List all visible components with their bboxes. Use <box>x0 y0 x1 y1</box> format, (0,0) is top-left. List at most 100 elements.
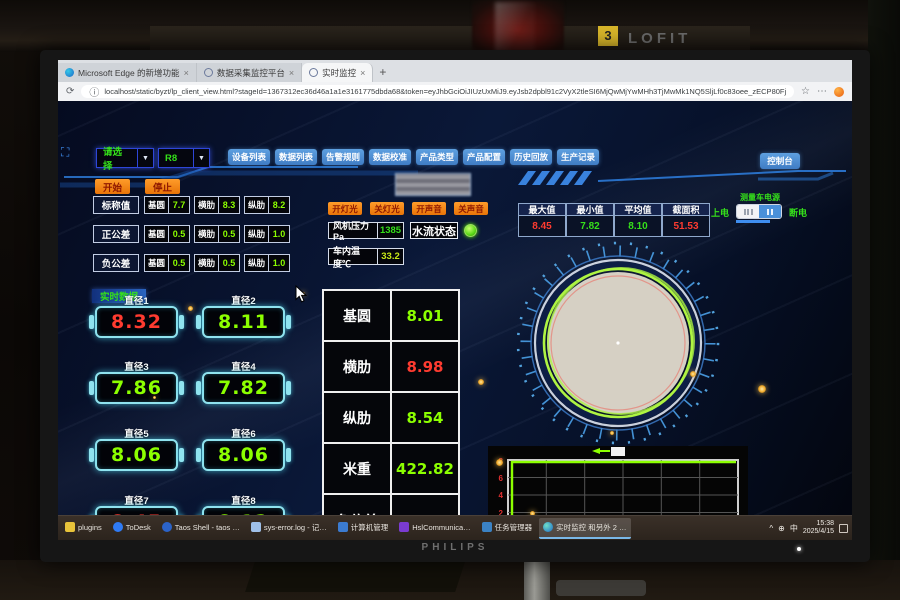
redacted-company-name <box>395 173 471 196</box>
stage-select[interactable]: 请选择 ▼ <box>96 147 154 172</box>
spark <box>758 385 766 393</box>
realtime-data-title: 实时数据 <box>92 289 147 303</box>
tray-clock[interactable]: 15:38 2025/4/15 <box>802 520 834 535</box>
profile-avatar[interactable] <box>834 86 844 97</box>
power-off-label: 断电 <box>789 208 808 218</box>
nav-history-playback-button[interactable]: 历史回放 <box>510 149 552 165</box>
tab-realtime-monitor[interactable]: 实时监控 × <box>302 63 374 82</box>
fullscreen-icon[interactable]: ⛶ <box>61 145 70 159</box>
gauge-display: 8.11 <box>202 306 285 338</box>
neg-tolerance-label: 负公差 <box>93 254 139 272</box>
spark <box>301 292 305 296</box>
fan-pressure: 风机压力Pa 1385 <box>328 221 404 242</box>
globe-favicon <box>203 68 213 77</box>
power-toggle[interactable] <box>736 204 782 219</box>
spark <box>496 459 503 466</box>
power-on-label: 上电 <box>711 208 730 218</box>
table-row: 基圆 8.01 <box>324 291 458 342</box>
water-flow-led <box>464 224 477 237</box>
table-row: 横肋 8.98 <box>324 342 458 393</box>
nav-product-config-button[interactable]: 产品配置 <box>463 149 505 165</box>
cabin-temperature: 车内温度℃ 33.2 <box>328 246 404 269</box>
taskbar-item-plugins[interactable]: plugins <box>61 518 106 539</box>
computer-management-icon <box>337 522 348 532</box>
notification-center-icon[interactable] <box>839 523 848 533</box>
table-row: 米重 422.82 <box>324 444 458 495</box>
nav-device-list-button[interactable]: 设备列表 <box>228 149 270 165</box>
reload-icon[interactable]: ⟳ <box>66 86 75 97</box>
tab-data-platform[interactable]: 数据采集监控平台 × <box>196 63 303 82</box>
nav-product-type-button[interactable]: 产品类型 <box>416 149 458 165</box>
gauge-diameter-8: 直径8 8.12 <box>202 493 285 515</box>
url-text: localhost/static/byzt/lp_client_view.htm… <box>104 87 787 96</box>
taskbar-item-hslcommunication[interactable]: HslCommunica… <box>395 518 474 539</box>
stand-foot <box>556 580 646 596</box>
system-tray: ^ ⊕ 中 15:38 2025/4/15 <box>769 520 852 536</box>
nav-data-list-button[interactable]: 数据列表 <box>275 149 317 165</box>
nominal-base: 基圆 7.7 <box>144 196 190 214</box>
gauge-diameter-7: 直径7 8.45 <box>95 493 178 515</box>
stop-button[interactable]: 停止 <box>145 179 180 194</box>
monitor-power-led <box>797 547 801 551</box>
tray-caret-icon[interactable]: ^ <box>769 523 774 533</box>
taskbar-item-taos-shell[interactable]: Taos Shell - taos … <box>158 518 244 539</box>
tab-close-icon[interactable]: × <box>360 67 366 78</box>
sound-off-button[interactable]: 关声音 <box>454 202 488 215</box>
browser-url-bar: ⟳ ⓘ localhost/static/byzt/lp_client_view… <box>58 82 852 101</box>
spark <box>610 431 614 435</box>
nominal-transverse: 横肋 8.3 <box>194 196 240 214</box>
taskbar-item-sys-error-log[interactable]: sys-error.log - 记… <box>247 518 331 539</box>
windows-taskbar: plugins ToDesk Taos Shell - taos … sys-e… <box>58 515 852 540</box>
address-field[interactable]: ⓘ localhost/static/byzt/lp_client_view.h… <box>81 85 795 98</box>
edge-icon <box>543 522 554 532</box>
site-info-icon[interactable]: ⓘ <box>89 88 100 98</box>
taskbar-item-todesk[interactable]: ToDesk <box>109 518 155 539</box>
light-off-button[interactable]: 关灯光 <box>370 202 404 215</box>
monitoring-app: ⛶ 请选择 ▼ R8 ▼ 设备列表 数据列表 告警规则 数据校准 产品类型 产品… <box>58 101 852 515</box>
browser-menu-icon[interactable]: ⋯ <box>817 86 827 97</box>
taskbar-item-task-manager[interactable]: 任务管理器 <box>478 518 537 539</box>
toggle-on-half <box>759 205 781 218</box>
console-button[interactable]: 控制台 <box>760 153 800 169</box>
spark <box>153 396 156 399</box>
monitor: PHILIPS Microsoft Edge 的新增功能 × 数据采集监控平台 … <box>40 50 870 562</box>
taos-icon <box>161 522 172 532</box>
water-flow-status: 水流状态 <box>410 222 458 239</box>
nominal-longitudinal: 纵肋 8.2 <box>244 196 290 214</box>
gauge-display: 8.32 <box>95 306 178 338</box>
stats-table: 最大值 8.45 最小值 7.82 平均值 8.10 截面积 51.53 <box>518 203 710 237</box>
edge-favicon <box>65 68 74 77</box>
todesk-icon <box>112 522 123 532</box>
gauge-display: 7.86 <box>95 372 178 404</box>
tray-network-icon[interactable]: ⊕ <box>778 523 785 533</box>
taskbar-item-edge-realtime[interactable]: 实时监控 和另外 2 … <box>539 517 631 539</box>
globe-favicon <box>309 68 319 77</box>
gauge-diameter-6: 直径6 8.06 <box>202 426 285 471</box>
svg-text:2: 2 <box>499 509 504 515</box>
tab-close-icon[interactable]: × <box>183 67 189 78</box>
task-manager-icon <box>481 522 492 532</box>
start-button[interactable]: 开始 <box>95 179 130 194</box>
trend-chart: 8 6 4 2 0 <box>488 446 748 515</box>
tray-ime-indicator[interactable]: 中 <box>789 523 798 533</box>
new-tab-button[interactable]: + <box>379 65 387 79</box>
chevron-down-icon: ▼ <box>193 149 209 167</box>
pos-tolerance-label: 正公差 <box>93 225 139 243</box>
machine-post <box>868 0 900 600</box>
tab-close-icon[interactable]: × <box>288 67 295 78</box>
light-on-button[interactable]: 开灯光 <box>328 202 362 215</box>
sound-on-button[interactable]: 开声音 <box>412 202 446 215</box>
taskbar-item-computer-management[interactable]: 计算机管理 <box>334 518 393 539</box>
nav-production-record-button[interactable]: 生产记录 <box>557 149 599 165</box>
product-select[interactable]: R8 ▼ <box>158 148 210 168</box>
nav-calibration-button[interactable]: 数据校准 <box>369 149 411 165</box>
plastic-wrap-highlight <box>495 2 535 52</box>
gauge-display: 8.06 <box>202 439 285 471</box>
folder-icon <box>65 522 75 532</box>
bookmark-star-icon[interactable]: ☆ <box>801 86 810 97</box>
gauge-diameter-3: 直径3 7.86 <box>95 359 178 404</box>
nav-alarm-rules-button[interactable]: 告警规则 <box>322 149 364 165</box>
neg-tol-base: 基圆 0.5 <box>144 254 190 272</box>
pos-tol-transverse: 横肋 0.5 <box>194 225 240 243</box>
tab-edge-whats-new[interactable]: Microsoft Edge 的新增功能 × <box>58 63 197 82</box>
